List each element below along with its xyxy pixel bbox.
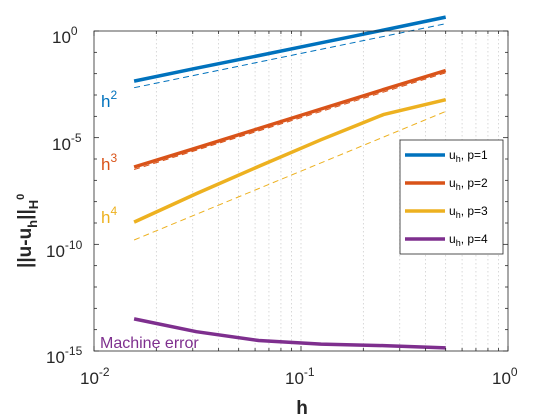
- x-axis-label: h: [296, 398, 308, 419]
- legend: uh, p=1 uh, p=2 uh, p=3 uh, p=4: [400, 140, 503, 254]
- legend-label-p1: uh, p=1: [449, 148, 488, 164]
- legend-label-p4: uh, p=4: [449, 232, 488, 248]
- legend-label-p3: uh, p=3: [449, 204, 488, 220]
- legend-label-p2: uh, p=2: [449, 176, 488, 192]
- machine-error-annotation: Machine error: [100, 335, 199, 352]
